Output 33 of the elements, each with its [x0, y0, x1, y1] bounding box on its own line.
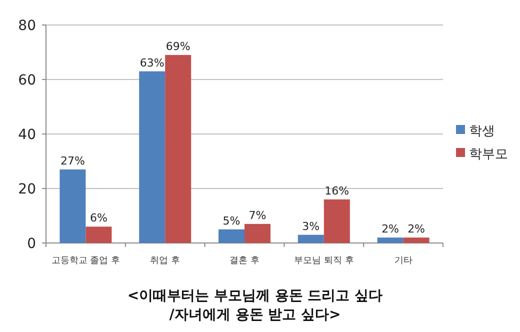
- data-label: 27%: [60, 154, 85, 168]
- data-label: 6%: [90, 212, 108, 225]
- bar: [298, 234, 324, 243]
- legend-label: 학부모: [469, 147, 508, 162]
- x-tick-label: 부모님 퇴직 후: [294, 256, 354, 266]
- bar: [60, 169, 86, 243]
- data-label: 2%: [382, 222, 400, 236]
- data-label: 7%: [248, 208, 266, 222]
- x-tick-label: 기타: [394, 256, 412, 266]
- bar: [86, 226, 112, 243]
- data-label: 16%: [324, 184, 350, 198]
- y-tick-label: 20: [18, 182, 36, 198]
- bar: [139, 71, 166, 243]
- bar: [244, 224, 270, 243]
- bar: [324, 199, 350, 243]
- data-label: 5%: [222, 214, 240, 228]
- y-tick-label: 40: [18, 127, 36, 143]
- bar: [377, 238, 404, 243]
- data-label: 3%: [302, 220, 320, 233]
- data-label: 69%: [166, 40, 190, 53]
- y-tick-label: 80: [18, 18, 36, 34]
- x-tick-label: 취업 후: [150, 256, 180, 266]
- data-label: 2%: [408, 222, 426, 236]
- bar: [403, 238, 430, 243]
- y-tick-label: 0: [27, 236, 36, 252]
- data-label: 63%: [140, 56, 164, 70]
- bar: [218, 229, 244, 243]
- text: <이때부터는 부모님께 용돈 드리고 싶다 /자녀에게 용돈 받고 싶다>: [127, 288, 383, 323]
- bar: [165, 54, 192, 243]
- x-tick-label: 결혼 후: [230, 256, 260, 266]
- y-tick-label: 60: [18, 72, 36, 88]
- x-tick-label: 고등학교 졸업 후: [51, 256, 120, 266]
- legend-label: 학생: [469, 124, 495, 139]
